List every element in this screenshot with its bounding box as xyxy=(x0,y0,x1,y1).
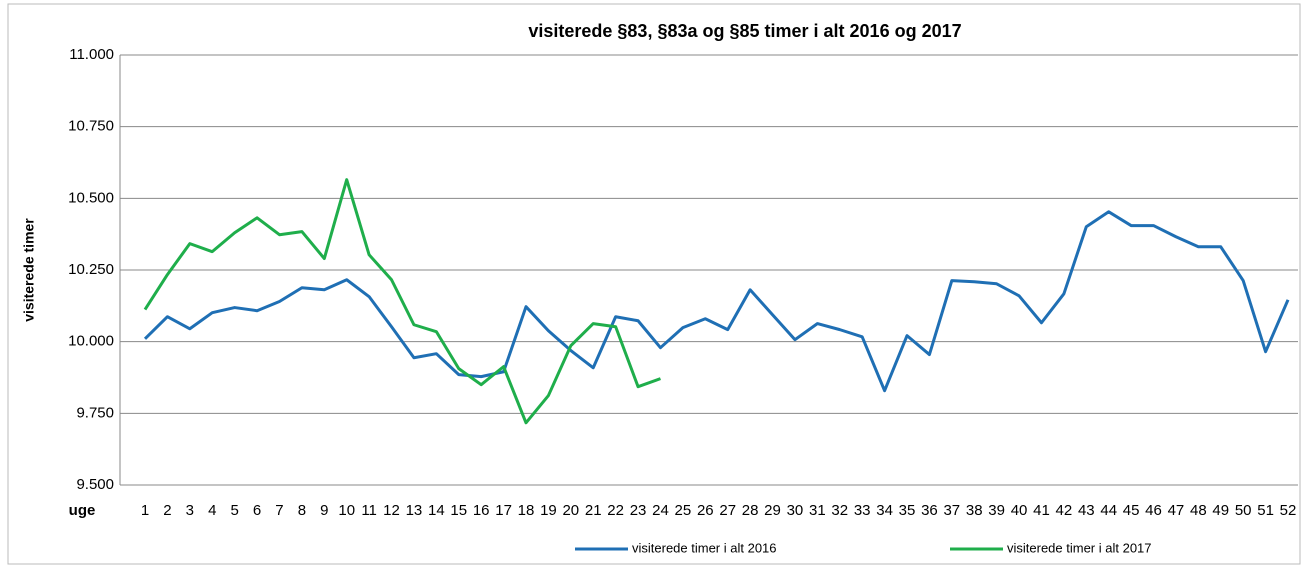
x-tick-label: 4 xyxy=(208,502,216,519)
x-tick-label: 12 xyxy=(383,502,400,519)
x-tick-label: 6 xyxy=(253,502,261,519)
x-tick-label: 15 xyxy=(450,502,467,519)
x-tick-label: 45 xyxy=(1123,502,1140,519)
y-axis-label: visiterede timer xyxy=(21,218,37,322)
x-tick-label: 41 xyxy=(1033,502,1050,519)
y-tick-label: 10.000 xyxy=(68,333,114,350)
chart-frame xyxy=(7,3,1301,565)
x-tick-label: 5 xyxy=(230,502,238,519)
x-tick-label: 13 xyxy=(406,502,423,519)
x-tick-label: 47 xyxy=(1168,502,1185,519)
data-line xyxy=(143,210,1290,393)
y-tick-label: 11.000 xyxy=(69,46,114,63)
x-tick-label: 1 xyxy=(141,502,149,519)
x-tick-label: 26 xyxy=(697,502,714,519)
x-tick-label: 22 xyxy=(607,502,624,519)
x-tick-label: 24 xyxy=(652,502,669,519)
x-tick-label: 21 xyxy=(585,502,602,519)
x-tick-label: 28 xyxy=(742,502,759,519)
x-tick-label: 11 xyxy=(361,502,377,519)
y-tick-label: 10.500 xyxy=(68,189,114,206)
y-tick-label: 10.750 xyxy=(68,118,114,135)
x-tick-label: 32 xyxy=(831,502,848,519)
x-tick-label: 23 xyxy=(630,502,647,519)
legend-label: visiterede timer i alt 2017 xyxy=(1007,540,1152,555)
x-tick-label: 14 xyxy=(428,502,445,519)
x-tick-label: 16 xyxy=(473,502,490,519)
x-tick-label: 2 xyxy=(163,502,171,519)
x-tick-label: 52 xyxy=(1280,502,1297,519)
y-tick-label: 9.500 xyxy=(76,476,114,493)
x-tick-label: 7 xyxy=(275,502,283,519)
x-tick-label: 40 xyxy=(1011,502,1028,519)
x-tick-label: 35 xyxy=(899,502,916,519)
y-tick-label: 9.750 xyxy=(76,404,114,421)
x-tick-label: 29 xyxy=(764,502,781,519)
x-tick-label: 3 xyxy=(186,502,194,519)
x-tick-label: 37 xyxy=(943,502,960,519)
x-tick-label: 36 xyxy=(921,502,938,519)
x-tick-label: 44 xyxy=(1100,502,1117,519)
x-tick-label: 42 xyxy=(1056,502,1073,519)
y-tick-label: 10.250 xyxy=(68,261,114,278)
x-tick-label: 38 xyxy=(966,502,983,519)
x-tick-label: 31 xyxy=(809,502,826,519)
x-tick-label: 33 xyxy=(854,502,871,519)
x-tick-label: 10 xyxy=(338,502,355,519)
x-tick-label: 51 xyxy=(1257,502,1274,519)
chart-title: visiterede §83, §83a og §85 timer i alt … xyxy=(528,21,961,41)
x-tick-label: 20 xyxy=(562,502,579,519)
x-tick-label: 34 xyxy=(876,502,893,519)
x-tick-label: 27 xyxy=(719,502,736,519)
x-tick-label: 49 xyxy=(1212,502,1229,519)
data-line xyxy=(143,178,661,425)
x-axis-label: uge xyxy=(69,502,96,519)
legend-label: visiterede timer i alt 2016 xyxy=(632,540,777,555)
x-tick-label: 48 xyxy=(1190,502,1207,519)
x-tick-label: 9 xyxy=(320,502,328,519)
x-tick-label: 30 xyxy=(787,502,804,519)
x-tick-label: 8 xyxy=(298,502,306,519)
x-tick-label: 39 xyxy=(988,502,1005,519)
x-tick-label: 25 xyxy=(675,502,692,519)
x-tick-label: 43 xyxy=(1078,502,1095,519)
x-tick-label: 17 xyxy=(495,502,512,519)
x-tick-label: 18 xyxy=(518,502,535,519)
x-tick-label: 46 xyxy=(1145,502,1162,519)
x-tick-label: 19 xyxy=(540,502,557,519)
x-tick-label: 50 xyxy=(1235,502,1252,519)
